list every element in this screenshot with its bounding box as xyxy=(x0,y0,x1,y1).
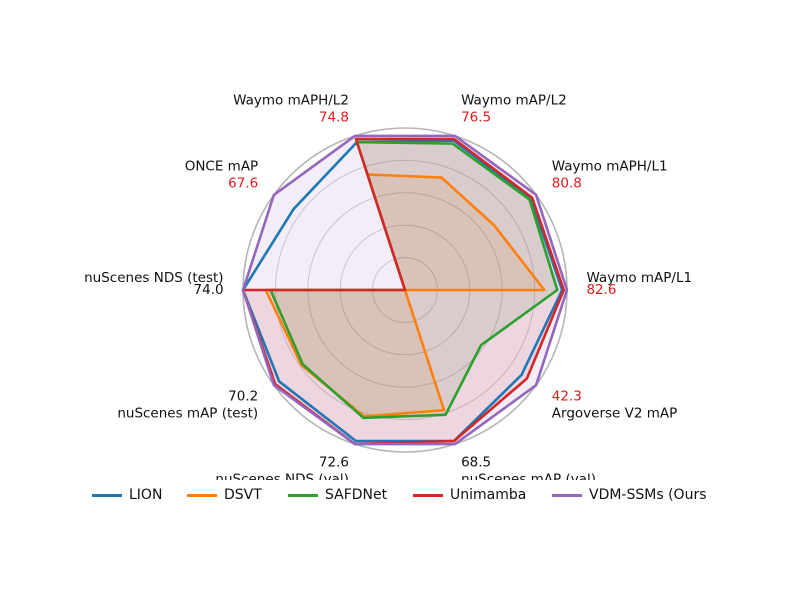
legend-label: DSVT xyxy=(224,487,262,503)
series-fill-safdnet xyxy=(270,142,558,418)
axis-label: Waymo mAPH/L1 xyxy=(552,158,668,174)
legend-swatch xyxy=(187,493,217,497)
axis-label: Waymo mAP/L1 xyxy=(586,270,692,286)
legend-label: VDM-SSMs (Ours xyxy=(589,487,707,503)
series-line-vdm-ssms-ours xyxy=(241,134,569,446)
legend-label: Unimamba xyxy=(450,487,527,503)
axis-max-value: 72.6 xyxy=(319,455,349,471)
legend-swatch xyxy=(288,493,318,497)
axis-max-value: 80.8 xyxy=(552,175,582,191)
axis-label: nuScenes mAP (val) xyxy=(461,472,596,480)
legend-item: Unimamba xyxy=(413,483,526,507)
legend-label: SAFDNet xyxy=(325,487,388,503)
axis-max-value: 67.6 xyxy=(228,175,258,191)
axis-label: Waymo mAPH/L2 xyxy=(233,92,349,108)
legend: LION DSVT SAFDNet Unimamba VDM-SSMs (Ours xyxy=(0,483,800,507)
legend-item: SAFDNet xyxy=(288,483,387,507)
axis-label: nuScenes mAP (test) xyxy=(117,406,258,422)
axis-max-value: 42.3 xyxy=(552,389,582,405)
axis-max-value: 74.8 xyxy=(319,109,349,125)
axis-label: ONCE mAP xyxy=(185,158,259,174)
axis-max-value: 68.5 xyxy=(461,455,491,471)
axis-label: Waymo mAP/L2 xyxy=(461,92,567,108)
axis-max-value: 76.5 xyxy=(461,109,491,125)
legend-item: DSVT xyxy=(187,483,262,507)
axis-label: nuScenes NDS (val) xyxy=(215,472,349,480)
axis-max-value: 74.0 xyxy=(193,282,223,298)
legend-item: LION xyxy=(92,483,162,507)
axis-label: Argoverse V2 mAP xyxy=(552,406,678,422)
series-lines xyxy=(241,134,569,446)
axis-label: nuScenes NDS (test) xyxy=(84,270,223,286)
legend-swatch xyxy=(413,493,443,497)
axis-max-value: 70.2 xyxy=(228,389,258,405)
series-fill-dsvt xyxy=(265,174,545,417)
legend-swatch xyxy=(552,493,582,497)
legend-label: LION xyxy=(129,487,163,503)
axis-max-value: 82.6 xyxy=(586,282,616,298)
legend-swatch xyxy=(92,493,122,497)
legend-item: VDM-SSMs (Ours xyxy=(552,483,707,507)
